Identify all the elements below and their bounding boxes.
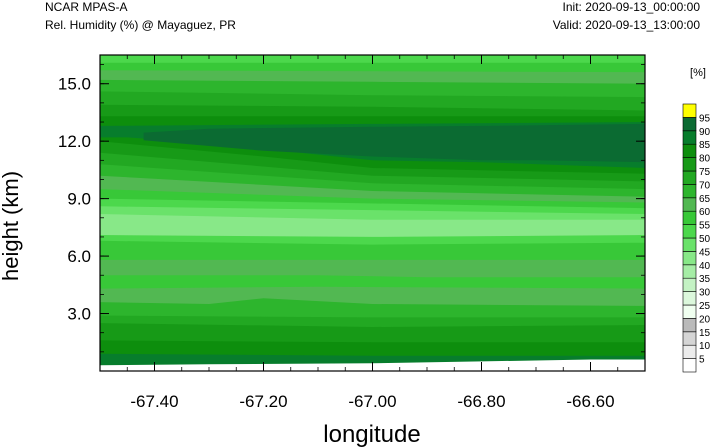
x-tick-label: -66.60 <box>566 392 614 411</box>
colorbar-tick-label: 35 <box>699 274 711 285</box>
colorbar-swatch <box>682 117 697 132</box>
x-tick-label: -67.20 <box>239 392 287 411</box>
model-name: NCAR MPAS-A <box>45 0 128 14</box>
valid-time: Valid: 2020-09-13_13:00:00 <box>552 18 700 32</box>
colorbar-swatch <box>682 331 697 346</box>
colorbar-tick-label: 95 <box>699 113 711 124</box>
colorbar-swatch <box>682 130 697 145</box>
colorbar-tick-label: 40 <box>699 261 711 272</box>
colorbar-tick-label: 70 <box>699 180 711 191</box>
init-time: Init: 2020-09-13_00:00:00 <box>562 0 700 14</box>
colorbar-tick-label: 20 <box>699 314 711 325</box>
x-tick-label: -67.40 <box>130 392 178 411</box>
y-tick-label: 12.0 <box>58 132 91 151</box>
colorbar-swatch <box>682 157 697 172</box>
colorbar-swatch <box>682 184 697 199</box>
colorbar-swatch <box>682 344 697 359</box>
colorbar-tick-label: 55 <box>699 221 711 232</box>
colorbar-tick-label: 90 <box>699 127 711 138</box>
colorbar-swatch <box>682 210 697 225</box>
colorbar-swatch <box>682 277 697 292</box>
colorbar-swatch <box>682 170 697 185</box>
colorbar-swatch <box>682 251 697 266</box>
colorbar-tick-label: 15 <box>699 328 711 339</box>
colorbar-tick-label: 50 <box>699 234 711 245</box>
colorbar-tick-label: 30 <box>699 288 711 299</box>
colorbar-unit-label: [%] <box>690 67 706 79</box>
y-axis-label: height (km) <box>0 171 23 281</box>
colorbar-tick-label: 80 <box>699 154 711 165</box>
colorbar-tick-label: 10 <box>699 341 711 352</box>
rh-saturated-region <box>143 123 645 163</box>
colorbar-swatch <box>682 358 697 373</box>
y-tick-label: 9.0 <box>67 190 91 209</box>
colorbar-tick-label: 45 <box>699 247 711 258</box>
x-tick-label: -67.00 <box>348 392 396 411</box>
field-title: Rel. Humidity (%) @ Mayaguez, PR <box>45 18 236 32</box>
colorbar-swatch <box>682 318 697 333</box>
colorbar-swatch <box>682 304 697 319</box>
colorbar-swatch <box>682 103 697 118</box>
colorbar-swatch <box>682 291 697 306</box>
colorbar-tick-label: 60 <box>699 207 711 218</box>
colorbar-tick-label: 25 <box>699 301 711 312</box>
x-tick-label: -66.80 <box>457 392 505 411</box>
colorbar-swatch <box>682 197 697 212</box>
colorbar-tick-label: 65 <box>699 194 711 205</box>
colorbar-tick-label: 75 <box>699 167 711 178</box>
colorbar-tick-label: 85 <box>699 140 711 151</box>
y-tick-label: 3.0 <box>67 305 91 324</box>
colorbar-swatch <box>682 264 697 279</box>
y-tick-label: 15.0 <box>58 75 91 94</box>
colorbar-swatch <box>682 237 697 252</box>
colorbar-swatch <box>682 224 697 239</box>
x-axis-label: longitude <box>323 421 420 448</box>
colorbar-tick-label: 5 <box>699 355 705 366</box>
colorbar-swatch <box>682 143 697 158</box>
y-tick-label: 6.0 <box>67 247 91 266</box>
